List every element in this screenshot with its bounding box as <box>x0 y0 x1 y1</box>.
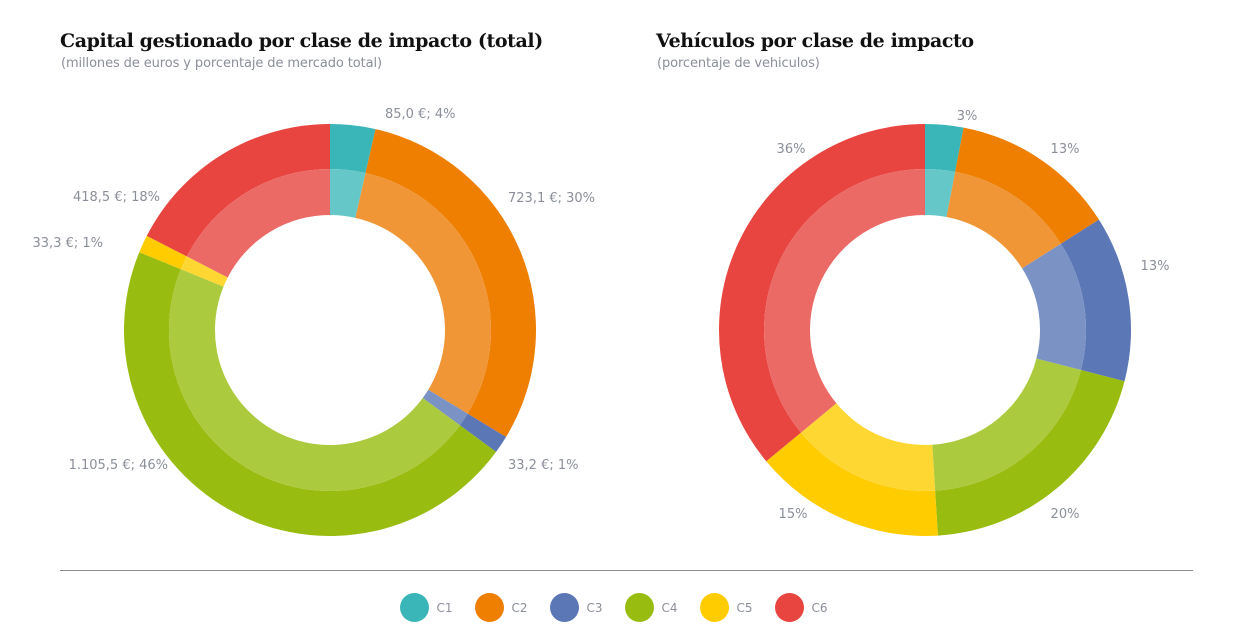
slice-c4-inner[interactable] <box>932 358 1081 491</box>
legend-swatch-c3 <box>549 593 579 622</box>
legend-swatch-c2 <box>474 593 504 622</box>
slice-c6-outer[interactable] <box>146 124 330 257</box>
legend-item-c4[interactable]: C4 <box>624 593 684 622</box>
donut-chart-capital: 85,0 €; 4% 723,1 €; 30% 33,2 €; 1% 1.105,5 … <box>33 107 595 536</box>
legend-label-c2: C2 <box>511 600 528 615</box>
legend-swatch-c6 <box>774 593 804 622</box>
slice-c3-outer[interactable] <box>459 413 507 452</box>
slice-c1-inner[interactable] <box>330 169 366 218</box>
chart-title-capital: Capital gestionado por clase de impacto … <box>60 30 543 52</box>
legend: C1 C2 C3 C4 C5 C6 <box>0 593 1233 622</box>
slice-c5-inner[interactable] <box>800 403 936 491</box>
donut-chart-vehiculos: 3% 13% 13% 20% 15% 36% <box>719 109 1169 536</box>
slice-c5-outer[interactable] <box>139 235 187 270</box>
legend-swatch-c1 <box>399 593 429 622</box>
legend-label-c1: C1 <box>436 600 453 615</box>
legend-label-c6: C6 <box>811 600 828 615</box>
data-label-c6: 36% <box>777 142 806 157</box>
slice-c5-outer[interactable] <box>766 432 938 536</box>
slice-c1-outer[interactable] <box>330 124 376 173</box>
slice-c6-outer[interactable] <box>719 124 925 462</box>
slice-c4-inner[interactable] <box>168 269 460 492</box>
data-label-c3: 33,2 €; 1% <box>508 458 578 473</box>
slice-c4-outer[interactable] <box>935 370 1125 536</box>
data-label-c2: 723,1 €; 30% <box>508 191 595 206</box>
legend-item-c3[interactable]: C3 <box>549 593 609 622</box>
slice-c3-inner[interactable] <box>422 389 468 426</box>
chart-title-vehiculos: Vehículos por clase de impacto <box>656 30 974 52</box>
slice-c1-inner[interactable] <box>925 169 956 218</box>
slice-c6-inner[interactable] <box>186 168 330 278</box>
legend-label-c5: C5 <box>736 600 753 615</box>
legend-item-c6[interactable]: C6 <box>774 593 834 622</box>
slice-c5-inner[interactable] <box>180 256 228 287</box>
data-label-c3: 13% <box>1141 259 1170 274</box>
data-label-c4: 20% <box>1051 507 1080 522</box>
data-label-c1: 3% <box>957 109 978 124</box>
legend-item-c1[interactable]: C1 <box>399 593 459 622</box>
divider-line <box>60 570 1193 571</box>
data-label-c5: 15% <box>779 507 808 522</box>
data-label-c2: 13% <box>1051 142 1080 157</box>
slice-c2-inner[interactable] <box>355 172 492 414</box>
legend-swatch-c5 <box>699 593 729 622</box>
slice-c1-outer[interactable] <box>925 124 964 172</box>
data-label-c4: 1.105,5 €; 46% <box>69 458 168 473</box>
slice-c4-outer[interactable] <box>124 252 497 536</box>
slice-c2-outer[interactable] <box>955 127 1099 244</box>
legend-label-c4: C4 <box>661 600 678 615</box>
chart-subtitle-capital: (millones de euros y porcentaje de merca… <box>61 56 382 71</box>
data-label-c6: 418,5 €; 18% <box>73 190 160 205</box>
slice-c3-inner[interactable] <box>1022 243 1086 371</box>
slice-c2-inner[interactable] <box>946 171 1061 269</box>
legend-swatch-c4 <box>624 593 654 622</box>
slice-c2-outer[interactable] <box>365 129 536 437</box>
legend-item-c5[interactable]: C5 <box>699 593 759 622</box>
legend-label-c3: C3 <box>586 600 603 615</box>
data-label-c5: 33,3 €; 1% <box>33 236 103 251</box>
data-label-c1: 85,0 €; 4% <box>385 107 455 122</box>
slice-c3-outer[interactable] <box>1060 219 1131 382</box>
chart-subtitle-vehiculos: (porcentaje de vehiculos) <box>657 56 820 71</box>
slice-c6-inner[interactable] <box>764 169 925 433</box>
legend-item-c2[interactable]: C2 <box>474 593 534 622</box>
